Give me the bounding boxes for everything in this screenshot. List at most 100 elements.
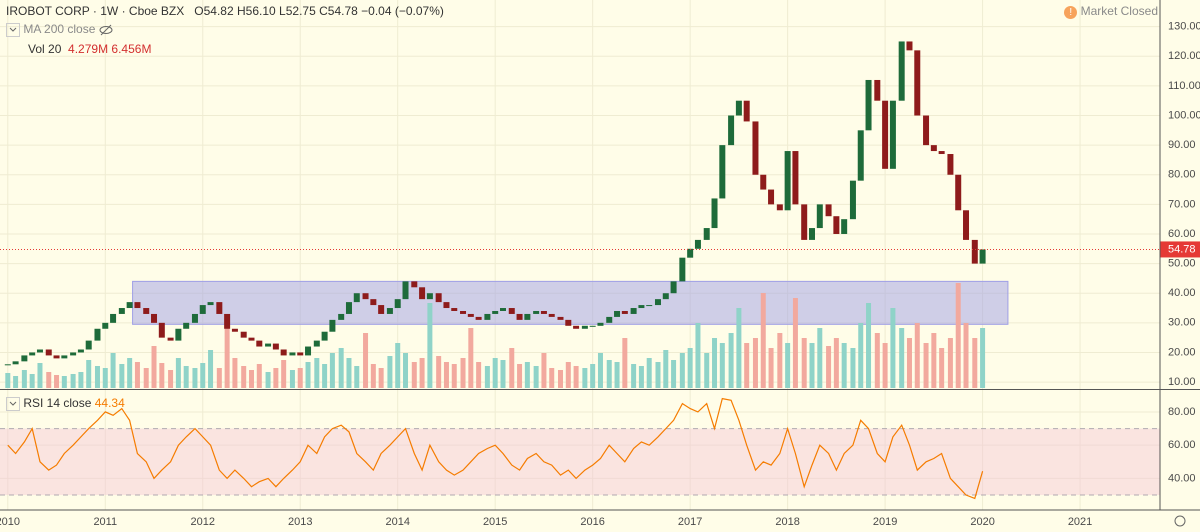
volume-bar [492, 358, 498, 388]
hidden-icon[interactable] [99, 24, 113, 36]
ohlc-label: C [319, 4, 328, 18]
candle-body [12, 361, 19, 365]
candle-body [411, 281, 418, 288]
candle-body [719, 145, 726, 199]
x-tick-label: 2011 [93, 516, 117, 528]
candle-body [216, 302, 223, 314]
settings-icon[interactable] [1174, 515, 1186, 527]
volume-bar [370, 364, 376, 388]
volume-bar [151, 346, 157, 388]
candle-body [825, 204, 832, 217]
volume-bar [256, 364, 262, 388]
volume-bar [622, 338, 628, 388]
candle-body [126, 302, 133, 309]
candle-body [94, 328, 101, 341]
candle-body [768, 189, 775, 205]
vol-legend: Vol 20 4.279M 6.456M [28, 42, 151, 56]
volume-bar [760, 293, 766, 388]
candle-body [451, 308, 458, 311]
candle-body [207, 302, 214, 306]
volume-bar [768, 348, 774, 388]
y-tick-label: 70.00 [1168, 198, 1196, 210]
x-tick-label: 2016 [580, 516, 604, 528]
candle-body [118, 308, 125, 314]
candle-body [979, 249, 986, 264]
volume-bar [208, 350, 214, 388]
market-status[interactable]: ! Market Closed [1064, 4, 1158, 19]
candle-body [597, 322, 604, 326]
volume-bar [476, 362, 482, 388]
volume-bar [614, 362, 620, 388]
volume-bar [387, 356, 393, 388]
ohlc-value: 52.75 [285, 4, 316, 18]
collapse-toggle[interactable] [6, 22, 20, 37]
volume-bar [785, 343, 791, 388]
y-tick-label: 120.00 [1168, 50, 1200, 62]
y-tick-label: 80.00 [1168, 169, 1196, 181]
volume-bar [955, 283, 961, 388]
candle-body [703, 228, 710, 240]
candle-body [338, 313, 345, 320]
volume-bar [906, 338, 912, 388]
candle-body [394, 299, 401, 309]
volume-bar [338, 348, 344, 388]
candle-body [460, 310, 467, 314]
ohlc-label: H [237, 4, 246, 18]
candle-body [540, 310, 547, 314]
candle-body [792, 151, 799, 205]
collapse-toggle[interactable] [6, 396, 20, 411]
volume-bar [70, 374, 76, 388]
y-tick-label: 100.00 [1168, 109, 1200, 121]
y-tick-label: 30.00 [1168, 317, 1196, 329]
volume-bar [451, 364, 457, 388]
x-tick-label: 2010 [0, 516, 20, 528]
volume-bar [850, 348, 856, 388]
y-tick-label: 20.00 [1168, 346, 1196, 358]
volume-bar [265, 372, 271, 388]
volume-bar [305, 362, 311, 388]
candle-body [36, 349, 43, 353]
volume-bar [484, 366, 490, 388]
volume-bar [134, 362, 140, 388]
x-tick-label: 2013 [288, 516, 312, 528]
candle-body [516, 313, 523, 320]
candle-body [898, 41, 905, 101]
volume-bar [606, 360, 612, 388]
volume-bar [427, 303, 433, 388]
candle-body [728, 115, 735, 146]
candle-body [630, 308, 637, 314]
volume-bar [13, 376, 19, 388]
volume-bar [329, 353, 335, 388]
x-tick-label: 2014 [385, 516, 409, 528]
volume-bar [826, 346, 832, 388]
volume-bar [646, 358, 652, 388]
volume-bar [558, 370, 564, 388]
candle-body [670, 281, 677, 294]
symbol-header: IROBOT CORP · 1W · Cboe BZX O54.82 H56.1… [6, 4, 444, 18]
candle-body [743, 100, 750, 122]
volume-bar [719, 343, 725, 388]
volume-bar [663, 350, 669, 388]
rsi-legend: RSI 14 close 44.34 [6, 396, 125, 411]
volume-bar [110, 353, 116, 388]
last-price-tag [1160, 241, 1200, 258]
candle-body [29, 352, 36, 356]
y-tick-label: 110.00 [1168, 80, 1200, 92]
volume-bar [273, 368, 279, 388]
candle-body [45, 349, 52, 356]
volume-bar [468, 328, 474, 388]
volume-bar [947, 338, 953, 388]
volume-bar [119, 364, 125, 388]
candle-body [484, 313, 491, 320]
volume-bar [297, 368, 303, 388]
vol-value: 4.279M [68, 42, 109, 56]
candle-body [816, 204, 823, 229]
candle-body [158, 322, 165, 338]
candle-body [760, 174, 767, 190]
volume-bar [533, 366, 539, 388]
volume-bar [923, 343, 929, 388]
ma-legend[interactable]: MA 200 close [6, 22, 113, 37]
volume-bar [378, 368, 384, 388]
rsi-band [0, 428, 1160, 496]
